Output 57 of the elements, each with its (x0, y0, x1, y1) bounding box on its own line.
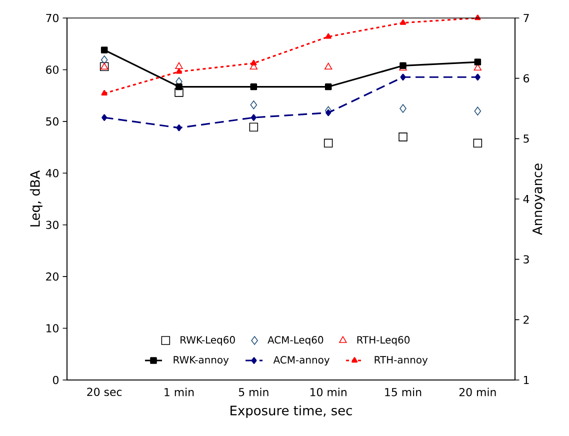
point (250, 114, 256, 121)
point (175, 62, 183, 70)
point (324, 62, 332, 70)
point (250, 83, 258, 90)
legend-label: ACM-annoy (273, 356, 330, 366)
legend-label: RTH-Leq60 (357, 336, 410, 346)
legend-label: RWK-Leq60 (180, 336, 235, 346)
legend-label: ACM-Leq60 (268, 336, 324, 346)
point (100, 56, 108, 64)
point (102, 114, 108, 121)
y2-tick-label: 7 (524, 14, 529, 22)
point (324, 138, 333, 148)
point (174, 88, 184, 97)
point (474, 58, 482, 66)
y-tick-label: 20 (46, 272, 58, 281)
y-tick-label: 0 (52, 376, 58, 384)
y2-tick-label: 3 (524, 255, 529, 264)
point (176, 68, 182, 74)
legend-label: RTH-annoy (374, 356, 428, 366)
point (176, 124, 182, 132)
y2-tick-label: 6 (524, 74, 530, 82)
point (326, 109, 332, 116)
x-tick-label: 10 min (310, 388, 346, 396)
point (250, 60, 257, 66)
x-tick-label: 20 sec (87, 388, 122, 396)
y2-tick-label: 5 (524, 134, 529, 143)
y-tick-label: 60 (46, 66, 58, 74)
legend-label: RWK-annoy (174, 356, 229, 366)
point (325, 33, 332, 39)
point (474, 106, 482, 116)
point (400, 104, 406, 113)
point (473, 138, 482, 148)
y2-tick-label: 2 (524, 316, 529, 324)
point (176, 83, 182, 90)
y-tick-label: 40 (46, 169, 58, 178)
x-axis-title: Exposure time, sec (230, 405, 352, 418)
point (400, 74, 406, 81)
y2-tick-label: 1 (524, 376, 529, 384)
y-axis-title: Leq, dBA (30, 170, 42, 226)
y-tick-label: 10 (46, 324, 58, 332)
point (400, 19, 406, 25)
point (249, 122, 258, 132)
point (100, 46, 108, 54)
x-tick-label: 15 min (385, 388, 422, 396)
y2-tick-label: 4 (523, 195, 530, 203)
point (398, 132, 408, 142)
point (101, 90, 108, 96)
y-tick-label: 50 (46, 117, 58, 126)
y-tick-label: 70 (46, 14, 58, 22)
x-tick-label: 5 min (238, 388, 268, 396)
x-tick-label: 1 min (164, 388, 194, 396)
y2-axis-title: Annoyance (532, 164, 545, 235)
point (474, 74, 480, 81)
y-tick-label: 30 (46, 220, 58, 230)
point (250, 100, 258, 110)
x-tick-label: 20 min (459, 388, 496, 396)
point (324, 83, 332, 90)
